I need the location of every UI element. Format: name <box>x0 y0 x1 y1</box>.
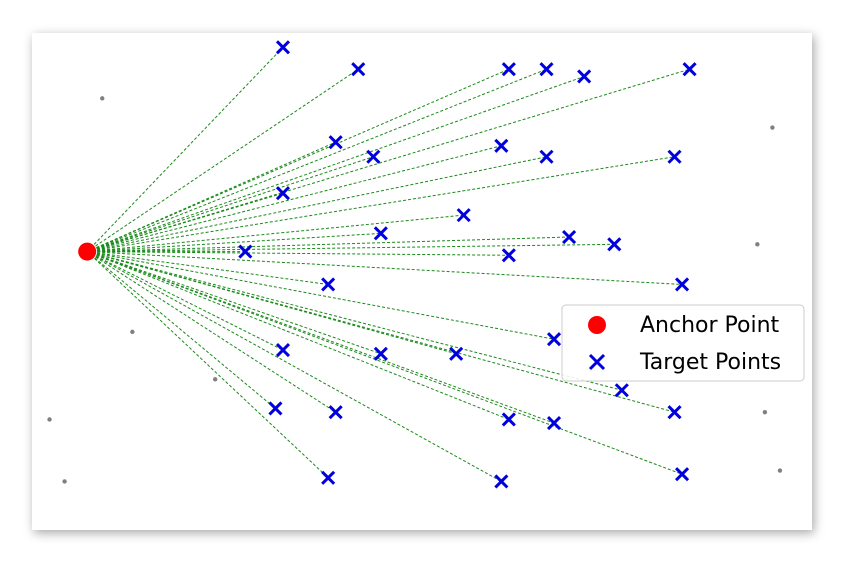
target-point <box>674 467 690 482</box>
target-point <box>667 405 682 420</box>
connection-line <box>87 251 683 285</box>
target-point <box>449 346 464 361</box>
target-point <box>674 277 690 292</box>
legend: Anchor Point Target Points <box>561 304 805 382</box>
background-point <box>770 125 775 130</box>
connection-line <box>87 251 382 355</box>
target-point <box>539 149 554 164</box>
background-point <box>47 417 52 422</box>
target-point <box>321 470 336 485</box>
connection-line <box>86 251 336 413</box>
connection-line <box>87 251 622 391</box>
target-point <box>268 401 283 416</box>
background-point <box>100 96 105 101</box>
legend-target-label: Target Points <box>639 350 781 375</box>
target-point <box>275 343 291 358</box>
connection-line <box>87 251 457 355</box>
connection-line <box>87 232 381 253</box>
target-point <box>546 416 562 431</box>
connection-line <box>87 156 547 253</box>
connection-line <box>87 251 555 340</box>
target-point <box>275 186 291 201</box>
target-point <box>494 474 509 489</box>
target-point <box>366 149 381 164</box>
target-point <box>546 332 562 347</box>
connection-line <box>86 251 276 409</box>
connection-line <box>87 145 502 253</box>
target-point <box>328 405 343 420</box>
connection-line <box>87 214 464 253</box>
connection-line <box>86 251 329 479</box>
legend-anchor-marker <box>588 316 606 334</box>
target-point <box>494 138 509 153</box>
target-point <box>373 226 388 241</box>
target-point <box>238 244 253 259</box>
connection-line <box>86 141 336 253</box>
target-point <box>539 62 554 77</box>
connection-line <box>87 243 615 253</box>
background-point <box>762 409 768 415</box>
target-point <box>501 412 516 427</box>
connection-line <box>87 236 570 253</box>
target-point <box>275 40 291 55</box>
target-point <box>577 69 592 84</box>
target-point <box>682 62 697 77</box>
target-point <box>614 383 629 398</box>
connection-line <box>87 251 675 413</box>
target-point <box>607 237 622 252</box>
background-point <box>755 242 760 247</box>
connection-line <box>86 251 510 420</box>
connection-line <box>86 68 359 253</box>
legend-anchor-label: Anchor Point <box>640 313 780 338</box>
anchor-point <box>78 242 97 261</box>
connection-line <box>87 251 329 285</box>
connection-line <box>87 156 675 253</box>
legend-target-marker <box>588 353 606 371</box>
connection-line <box>86 68 547 253</box>
target-point <box>501 62 516 77</box>
connection-line <box>87 251 555 424</box>
target-point <box>667 149 682 164</box>
connection-line <box>87 68 690 253</box>
connection-line <box>87 251 683 475</box>
target-point <box>328 135 343 150</box>
connection-line <box>87 76 585 253</box>
connection-line <box>86 251 502 482</box>
anchor-point-layer <box>78 242 97 261</box>
connection-line <box>86 68 510 253</box>
background-point <box>130 329 135 335</box>
target-point <box>562 229 577 245</box>
background-points <box>47 96 783 484</box>
target-point <box>501 248 516 263</box>
connection-line <box>87 192 284 253</box>
target-point <box>456 208 471 223</box>
background-point <box>777 468 783 473</box>
connection-line <box>86 251 284 351</box>
target-point <box>321 277 336 292</box>
connection-line <box>87 156 374 253</box>
target-point <box>373 346 388 361</box>
connection-line <box>86 46 284 252</box>
target-points <box>238 40 697 489</box>
background-point <box>212 377 218 382</box>
legend-box <box>561 304 805 382</box>
background-point <box>62 479 67 484</box>
connection-lines <box>86 46 690 482</box>
target-point <box>351 62 366 77</box>
connection-line <box>87 251 509 256</box>
